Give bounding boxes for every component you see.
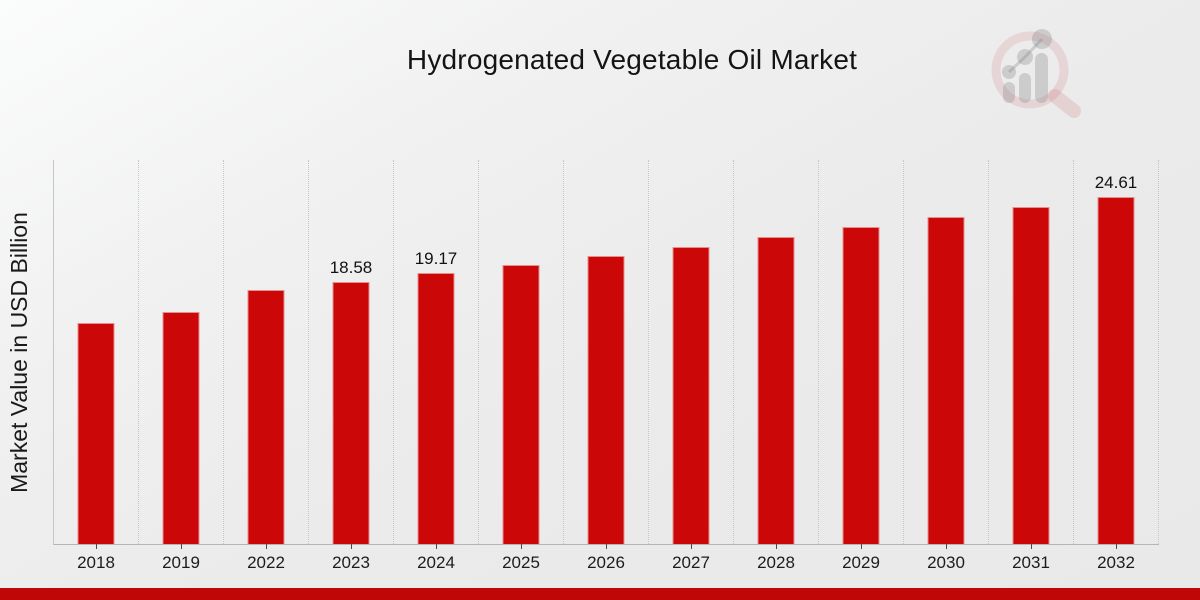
bar-2023 (332, 282, 370, 544)
x-axis-tick (606, 544, 607, 549)
category-slot-2024: 19.17 2024 (394, 160, 479, 572)
x-tick-label-2023: 2023 (332, 553, 370, 572)
x-tick-label-2025: 2025 (502, 553, 540, 572)
category-slot-2031: 2031 (989, 160, 1074, 572)
x-tick-label-2022: 2022 (247, 553, 285, 572)
bar-2028 (757, 237, 795, 544)
category-slot-2019: 2019 (139, 160, 224, 572)
category-slot-2032: 24.61 2032 (1074, 160, 1159, 572)
category-slot-2023: 18.58 2023 (309, 160, 394, 572)
category-slot-2030: 2030 (904, 160, 989, 572)
x-tick-label-2029: 2029 (842, 553, 880, 572)
x-axis-tick (521, 544, 522, 549)
bar-2026 (587, 256, 625, 544)
category-slot-2029: 2029 (819, 160, 904, 572)
x-tick-label-2032: 2032 (1097, 553, 1135, 572)
chart-title: Hydrogenated Vegetable Oil Market (406, 44, 858, 75)
x-axis-tick (1116, 544, 1117, 549)
x-axis-tick (1031, 544, 1032, 549)
x-tick-label-2031: 2031 (1012, 553, 1050, 572)
value-label-2032: 24.61 (1094, 173, 1138, 192)
x-tick-label-2028: 2028 (757, 553, 795, 572)
x-axis-tick (861, 544, 862, 549)
category-slot-2026: 2026 (564, 160, 649, 572)
category-slot-2027: 2027 (649, 160, 734, 572)
value-label-2023: 18.58 (329, 258, 373, 277)
bar-2029 (842, 227, 880, 544)
category-slot-2028: 2028 (734, 160, 819, 572)
x-axis-tick (946, 544, 947, 549)
bar-2022 (247, 290, 285, 544)
bar-2032 (1097, 197, 1135, 544)
bar-2027 (672, 247, 710, 544)
x-tick-label-2018: 2018 (77, 553, 115, 572)
x-axis-tick (96, 544, 97, 549)
x-tick-label-2030: 2030 (927, 553, 965, 572)
plot-area: 2018 2019 2022 18.58 2023 19.17 2024 2025 2026 20… (53, 160, 1159, 572)
value-label-2024: 19.17 (414, 249, 458, 268)
x-axis-tick (351, 544, 352, 549)
x-tick-label-2024: 2024 (417, 553, 455, 572)
x-axis-tick (181, 544, 182, 549)
y-axis-label: Market Value in USD Billion (6, 212, 32, 493)
footer-accent-strip (0, 588, 1200, 600)
bar-2025 (502, 265, 540, 544)
bar-2031 (1012, 207, 1050, 544)
x-axis-tick (776, 544, 777, 549)
bar-2024 (417, 273, 455, 544)
category-slot-2025: 2025 (479, 160, 564, 572)
x-tick-label-2019: 2019 (162, 553, 200, 572)
category-slot-2022: 2022 (224, 160, 309, 572)
bar-2018 (77, 323, 115, 544)
x-tick-label-2027: 2027 (672, 553, 710, 572)
bar-2019 (162, 312, 200, 544)
x-tick-label-2026: 2026 (587, 553, 625, 572)
x-axis-tick (691, 544, 692, 549)
bar-2030 (927, 217, 965, 544)
magnifier-bar-chart-logo-icon (991, 29, 1081, 118)
category-slot-2018: 2018 (54, 160, 139, 572)
x-axis-tick (266, 544, 267, 549)
x-axis-tick (436, 544, 437, 549)
